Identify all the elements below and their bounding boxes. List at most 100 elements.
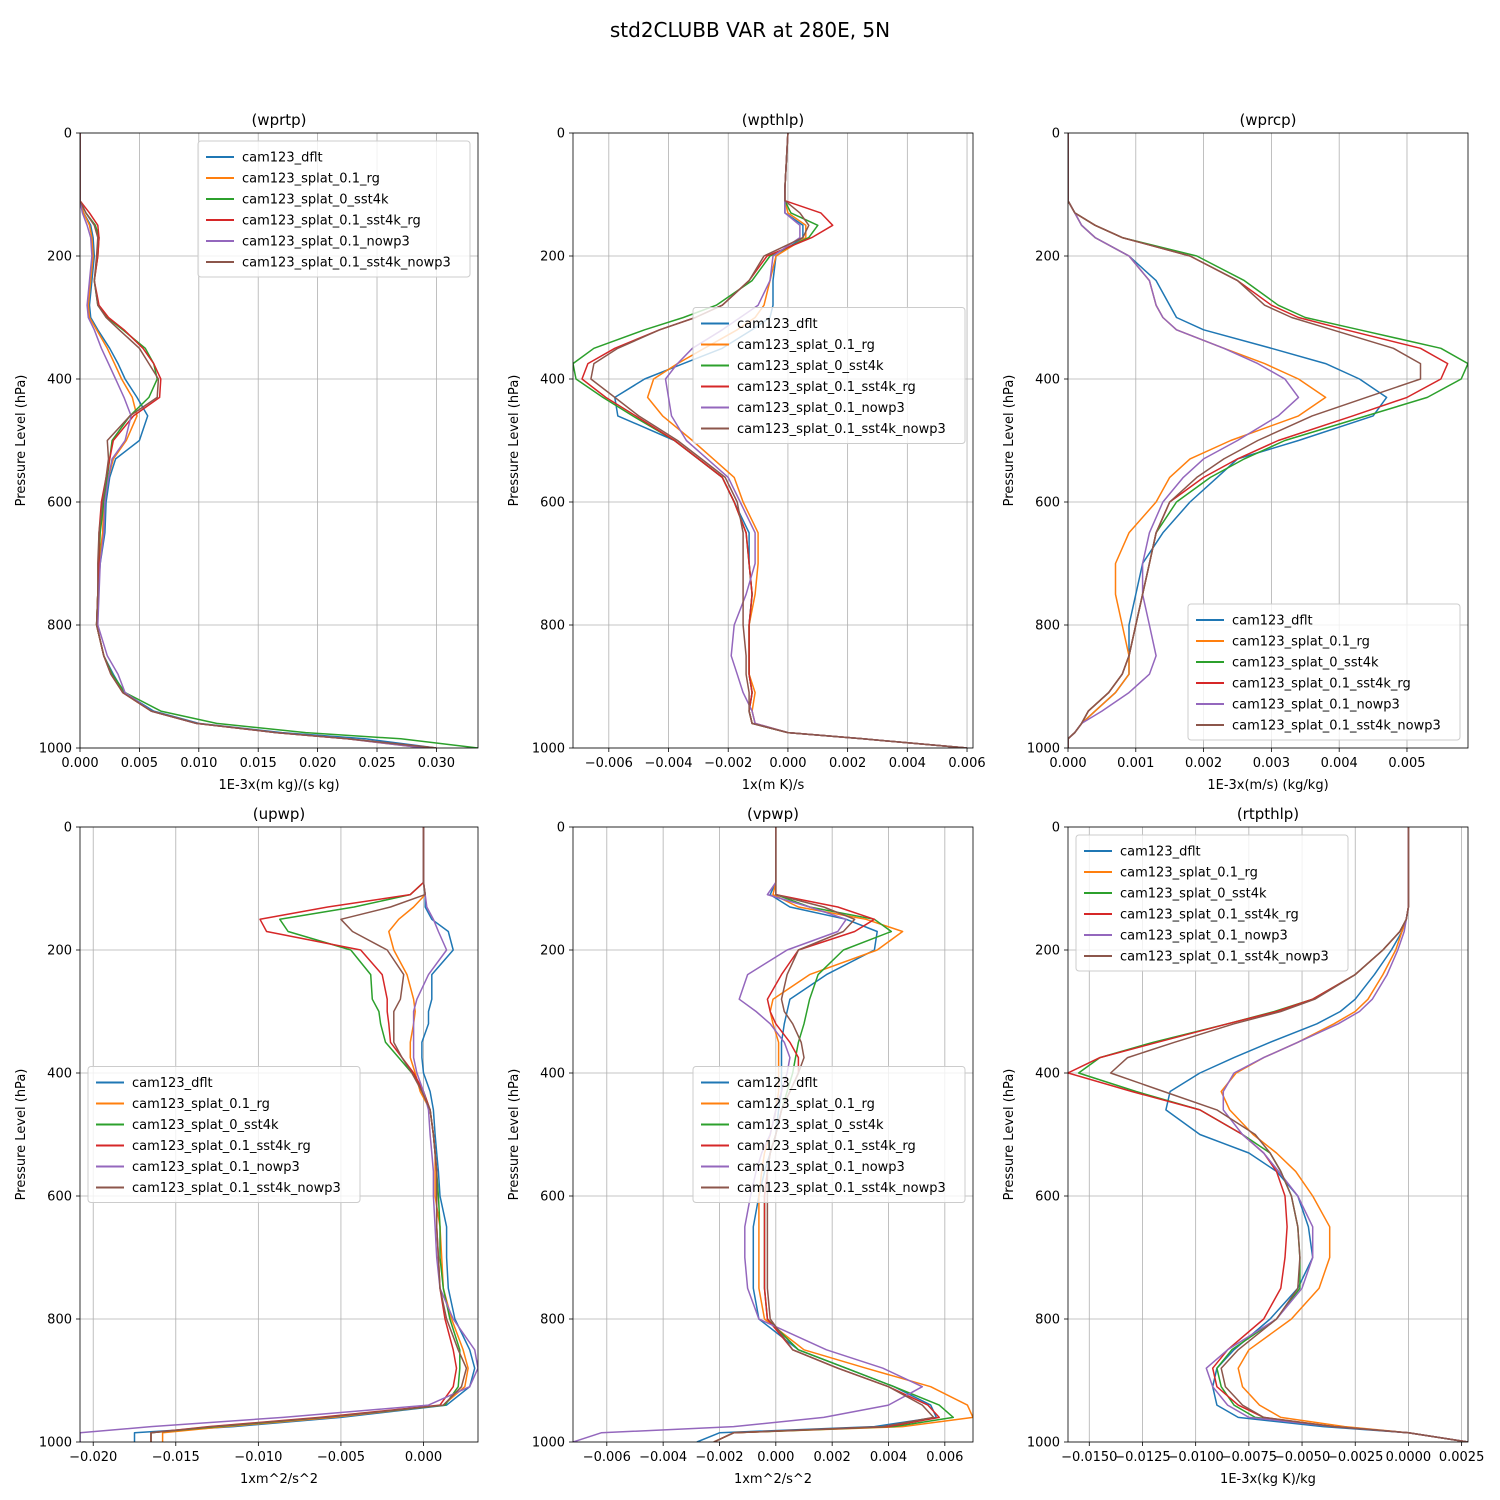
axes-frame <box>1067 826 1469 1443</box>
axes-frame <box>572 132 974 749</box>
x-tick-label: 0.000 <box>405 1450 442 1465</box>
legend-label: cam123_splat_0.1_sst4k_rg <box>1232 677 1411 692</box>
x-tick-label: −0.006 <box>583 1450 631 1465</box>
y-tick-label: 0 <box>1052 127 1060 142</box>
x-tick-label: −0.015 <box>152 1450 200 1465</box>
y-tick-label: 0 <box>557 127 565 142</box>
y-tick-label: 800 <box>47 1313 72 1328</box>
subplot-title: (vpwp) <box>747 805 799 823</box>
series-group <box>80 827 478 1442</box>
x-axis-label: 1E-3x(m kg)/(s kg) <box>218 778 339 793</box>
series-line-cam123_splat_0.1_sst4k_nowp3 <box>1109 827 1468 1442</box>
y-axis-label: Pressure Level (hPa) <box>507 1069 522 1201</box>
y-tick-label: 400 <box>47 373 72 388</box>
x-axis-label: 1xm^2/s^2 <box>240 1472 318 1487</box>
subplot-vpwp: −0.006 −0.004 −0.002 0.000 0.002 0.004 0.006 0 2… <box>507 805 974 1487</box>
series-group <box>1068 827 1468 1442</box>
legend-label: cam123_dflt <box>737 1076 818 1091</box>
legend-label: cam123_splat_0.1_sst4k_nowp3 <box>1232 719 1441 734</box>
legend-label: cam123_splat_0.1_sst4k_rg <box>737 1139 916 1154</box>
legend-label: cam123_splat_0.1_rg <box>737 338 875 353</box>
y-axis-label: Pressure Level (hPa) <box>1002 375 1017 507</box>
legend: cam123_dflt cam123_splat_0.1_rg cam123_spl… <box>197 140 471 278</box>
x-tick-label: 0.003 <box>1253 756 1290 771</box>
y-tick-label: 400 <box>540 1067 565 1082</box>
axes-frame <box>1067 132 1469 749</box>
subplot-rtpthlp: −0.0150−0.0125−0.0100−0.0075−0.0050−0.00… <box>1002 805 1484 1487</box>
subplot-title: (upwp) <box>253 805 306 823</box>
subplot-wprtp: 0.000 0.005 0.010 0.015 0.020 0.025 0.030 0 200 4… <box>14 111 479 793</box>
legend-frame <box>87 1066 361 1203</box>
legend-label: cam123_splat_0.1_rg <box>737 1097 875 1112</box>
legend-label: cam123_splat_0.1_sst4k_nowp3 <box>1120 950 1329 965</box>
axes-frame <box>79 132 479 749</box>
y-tick-label: 800 <box>540 619 565 634</box>
y-tick-label: 0 <box>1052 821 1060 836</box>
legend-label: cam123_dflt <box>242 151 323 166</box>
x-tick-label: −0.002 <box>704 756 752 771</box>
y-tick-label: 200 <box>1035 944 1060 959</box>
axes-frame <box>79 826 479 1443</box>
y-tick-label: 200 <box>540 250 565 265</box>
y-tick-label: 1000 <box>39 742 72 757</box>
subplot-wpthlp: −0.006 −0.004 −0.002 0.000 0.002 0.004 0.006 0 2… <box>507 111 986 793</box>
x-axis-label: 1E-3x(kg K)/kg <box>1220 1472 1316 1487</box>
y-tick-label: 1000 <box>39 1436 72 1451</box>
series-line-cam123_splat_0.1_sst4k_nowp3 <box>590 133 968 748</box>
y-tick-label: 600 <box>1035 1190 1060 1205</box>
legend-frame <box>1075 834 1349 972</box>
x-tick-label: 0.015 <box>240 756 277 771</box>
x-tick-label: 0.030 <box>418 756 455 771</box>
legend-label: cam123_splat_0.1_sst4k_rg <box>132 1139 311 1154</box>
legend-label: cam123_splat_0.1_nowp3 <box>132 1160 300 1175</box>
legend-label: cam123_splat_0.1_nowp3 <box>737 1160 905 1175</box>
y-tick-label: 400 <box>540 373 565 388</box>
series-line-cam123_splat_0.1_sst4k_nowp3 <box>150 827 468 1442</box>
x-tick-label: 0.000 <box>769 756 806 771</box>
x-tick-label: 0.010 <box>180 756 217 771</box>
x-axis-label: 1E-3x(m/s) (kg/kg) <box>1207 778 1328 793</box>
subplot-grid: 0.000 0.005 0.010 0.015 0.020 0.025 0.030 0 200 4… <box>14 111 1484 1487</box>
y-tick-label: 200 <box>47 250 72 265</box>
x-tick-label: −0.0025 <box>1327 1450 1383 1465</box>
y-tick-label: 200 <box>540 944 565 959</box>
y-tick-label: 600 <box>47 1190 72 1205</box>
legend-label: cam123_dflt <box>132 1076 213 1091</box>
y-tick-label: 600 <box>1035 496 1060 511</box>
legend-label: cam123_splat_0.1_sst4k_rg <box>737 380 916 395</box>
x-tick-label: 0.000 <box>1049 756 1086 771</box>
x-tick-label: 0.002 <box>814 1450 851 1465</box>
x-tick-label: 0.004 <box>870 1450 907 1465</box>
legend-frame <box>197 140 471 278</box>
series-line-cam123_splat_0.1_sst4k_nowp3 <box>80 133 437 748</box>
legend-label: cam123_splat_0.1_rg <box>132 1097 270 1112</box>
x-tick-label: 0.001 <box>1117 756 1154 771</box>
y-tick-label: 1000 <box>532 742 565 757</box>
x-tick-label: −0.020 <box>69 1450 117 1465</box>
x-tick-label: 0.006 <box>948 756 985 771</box>
series-line-cam123_splat_0.1_nowp3 <box>1205 827 1468 1442</box>
y-tick-label: 800 <box>540 1313 565 1328</box>
y-tick-label: 600 <box>540 1190 565 1205</box>
legend-label: cam123_splat_0.1_sst4k_nowp3 <box>737 422 946 437</box>
y-tick-label: 1000 <box>1027 742 1060 757</box>
legend: cam123_dflt cam123_splat_0.1_rg cam123_spl… <box>87 1066 361 1203</box>
legend-label: cam123_splat_0.1_nowp3 <box>1232 698 1400 713</box>
legend: cam123_dflt cam123_splat_0.1_rg cam123_spl… <box>692 1066 966 1203</box>
legend-frame <box>692 1066 966 1203</box>
legend-label: cam123_dflt <box>1232 614 1313 629</box>
x-tick-label: 0.004 <box>1321 756 1358 771</box>
x-tick-label: 0.002 <box>829 756 866 771</box>
y-tick-label: 600 <box>47 496 72 511</box>
series-line-cam123_splat_0.1_nowp3 <box>80 133 425 748</box>
legend-label: cam123_splat_0.1_nowp3 <box>242 235 410 250</box>
y-tick-label: 800 <box>1035 1313 1060 1328</box>
legend: cam123_dflt cam123_splat_0.1_rg cam123_spl… <box>1187 603 1461 741</box>
legend-label: cam123_splat_0_sst4k <box>737 1118 884 1133</box>
x-tick-label: −0.005 <box>317 1450 365 1465</box>
axes-frame <box>572 826 974 1443</box>
y-tick-label: 600 <box>540 496 565 511</box>
x-tick-label: 0.0000 <box>1386 1450 1432 1465</box>
legend-label: cam123_splat_0_sst4k <box>242 193 389 208</box>
